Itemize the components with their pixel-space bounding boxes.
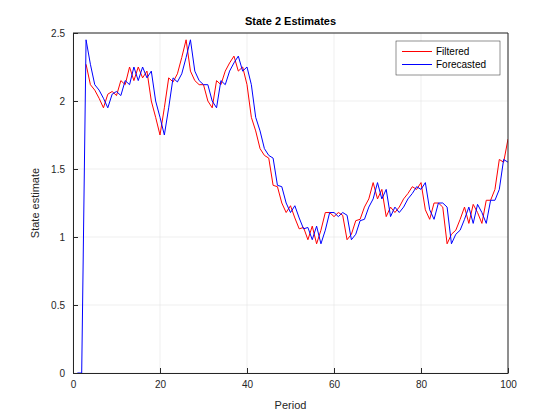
legend-swatch (402, 51, 432, 52)
title: State 2 Estimates (245, 15, 336, 27)
tick-label: 100 (500, 379, 517, 390)
tick-label: 1.5 (51, 164, 65, 175)
tick-mark (73, 373, 78, 374)
legend-box (396, 41, 500, 75)
tick-mark (247, 368, 248, 373)
tick-label: 60 (329, 379, 341, 390)
tick-mark (73, 237, 78, 238)
tick-label: 0 (71, 379, 77, 390)
tick: 80 (416, 368, 428, 390)
chart: 0 20 40 60 80 100 0 0.5 1 1.5 2 2.5 Filtered Forecast… (0, 0, 560, 420)
tick-mark (73, 169, 78, 170)
tick: 100 (500, 368, 517, 390)
tick: 1 (59, 232, 78, 243)
tick-label: 1 (59, 232, 65, 243)
tick: 20 (155, 368, 167, 390)
grid-line (73, 33, 508, 34)
legend-label: Forecasted (436, 59, 486, 70)
tick-mark (421, 368, 422, 373)
series-line (77, 40, 508, 373)
axis-line (74, 373, 509, 374)
tick: 0 (59, 368, 78, 379)
tick-label: 0 (59, 368, 65, 379)
grid-line (73, 237, 508, 238)
tick-mark (334, 368, 335, 373)
grid-line (73, 101, 508, 102)
x-axis: 0 20 40 60 80 100 (71, 368, 518, 390)
tick-label: 2 (59, 96, 65, 107)
tick-mark (160, 368, 161, 373)
tick-mark (73, 101, 78, 102)
legend-swatch (402, 64, 432, 65)
tick: 60 (329, 368, 341, 390)
grid-line (508, 33, 509, 373)
grid-line (421, 33, 422, 373)
lines (77, 40, 508, 373)
grid-line (334, 33, 335, 373)
frame (73, 33, 508, 34)
grid-line (73, 373, 508, 374)
tick: 0.5 (51, 300, 78, 311)
grid (73, 33, 508, 373)
legend: Filtered Forecasted (396, 41, 500, 75)
x-axis-title: Period (275, 399, 307, 411)
tick: 1.5 (51, 164, 78, 175)
tick-label: 0.5 (51, 300, 65, 311)
tick: 2 (59, 96, 78, 107)
tick-label: 2.5 (51, 28, 65, 39)
tick-label: 20 (155, 379, 167, 390)
grid-line (160, 33, 161, 373)
tick: 40 (242, 368, 254, 390)
legend-label: Filtered (436, 46, 469, 57)
tick-label: 80 (416, 379, 428, 390)
y-axis-title: State estimate (29, 168, 41, 238)
tick-label: 40 (242, 379, 254, 390)
plot-background (73, 33, 508, 373)
axis-line (73, 34, 74, 374)
frame (508, 33, 509, 373)
grid-line (73, 169, 508, 170)
tick-mark (73, 305, 78, 306)
grid-line (73, 33, 74, 373)
grid-line (73, 305, 508, 306)
y-axis: 0 0.5 1 1.5 2 2.5 (51, 28, 78, 379)
plot-area: 0 20 40 60 80 100 0 0.5 1 1.5 2 2.5 Filtered Forecast… (51, 28, 517, 390)
